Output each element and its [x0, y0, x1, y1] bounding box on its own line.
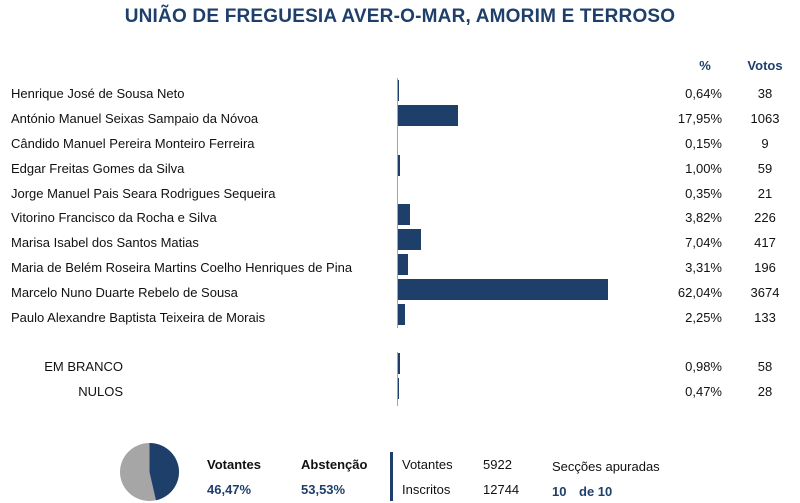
pct-value: 7,04% [685, 235, 722, 250]
pie-slice-votantes [149, 443, 179, 501]
bar [397, 204, 410, 225]
bar [397, 155, 401, 176]
candidate-name: Edgar Freitas Gomes da Silva [11, 161, 185, 176]
votes-value: 9 [761, 136, 769, 151]
votantes-count-label: Votantes [402, 457, 453, 472]
votes-value: 28 [757, 384, 773, 399]
votes-value: 1063 [750, 111, 780, 126]
abstencao-label: Abstenção [301, 457, 368, 472]
votantes-count: 5922 [483, 457, 512, 472]
pct-value: 0,47% [685, 384, 722, 399]
seccoes-done: 10 [552, 484, 567, 499]
bar [397, 254, 409, 275]
turnout-pie [120, 443, 179, 501]
pct-value: 3,82% [685, 210, 722, 225]
abstencao-pct: 53,53% [301, 482, 346, 497]
bar [397, 229, 421, 250]
votantes-label: Votantes [207, 457, 261, 472]
votes-value: 3674 [750, 285, 780, 300]
votes-value: 417 [754, 235, 776, 250]
votes-value: 21 [757, 186, 773, 201]
summary-divider [390, 452, 393, 501]
pct-value: 0,35% [685, 186, 722, 201]
votes-value: 38 [757, 86, 773, 101]
bar [397, 353, 401, 374]
pct-value: 0,15% [685, 136, 722, 151]
bar [397, 304, 405, 325]
pct-value: 1,00% [685, 161, 722, 176]
candidate-name: Maria de Belém Roseira Martins Coelho He… [11, 260, 353, 275]
candidate-name: Marisa Isabel dos Santos Matias [11, 235, 199, 250]
bar [397, 80, 400, 101]
votes-value: 59 [757, 161, 773, 176]
candidate-name: Marcelo Nuno Duarte Rebelo de Sousa [11, 285, 238, 300]
inscritos-count: 12744 [483, 482, 520, 497]
page-title: UNIÃO DE FREGUESIA AVER-O-MAR, AMORIM E … [124, 6, 676, 27]
candidate-name: Vitorino Francisco da Rocha e Silva [11, 210, 217, 225]
pct-value: 0,64% [685, 86, 722, 101]
pct-value: 2,25% [685, 310, 722, 325]
candidate-name: António Manuel Seixas Sampaio da Nóvoa [11, 111, 259, 126]
pct-header: % [699, 58, 711, 73]
pct-value: 0,98% [685, 359, 722, 374]
pct-value: 17,95% [677, 111, 722, 126]
bar [397, 279, 608, 300]
bar [397, 105, 459, 126]
pct-value: 62,04% [677, 285, 722, 300]
chart-baseline [397, 352, 398, 406]
pct-value: 3,31% [685, 260, 722, 275]
candidate-name: NULOS [78, 384, 123, 399]
candidate-name: Jorge Manuel Pais Seara Rodrigues Sequei… [11, 186, 276, 201]
candidate-name: Cândido Manuel Pereira Monteiro Ferreira [11, 136, 255, 151]
candidate-name: Paulo Alexandre Baptista Teixeira de Mor… [11, 310, 266, 325]
votes-header: Votos [747, 58, 783, 73]
votes-value: 133 [754, 310, 776, 325]
candidate-name: EM BRANCO [44, 359, 123, 374]
seccoes-total: de 10 [579, 484, 613, 499]
candidate-name: Henrique José de Sousa Neto [11, 86, 185, 101]
seccoes-label: Secções apuradas [552, 459, 660, 474]
votes-value: 58 [757, 359, 773, 374]
votes-value: 226 [754, 210, 776, 225]
chart-baseline [397, 78, 398, 328]
votes-value: 196 [754, 260, 776, 275]
votantes-pct: 46,47% [207, 482, 252, 497]
inscritos-label: Inscritos [402, 482, 451, 497]
